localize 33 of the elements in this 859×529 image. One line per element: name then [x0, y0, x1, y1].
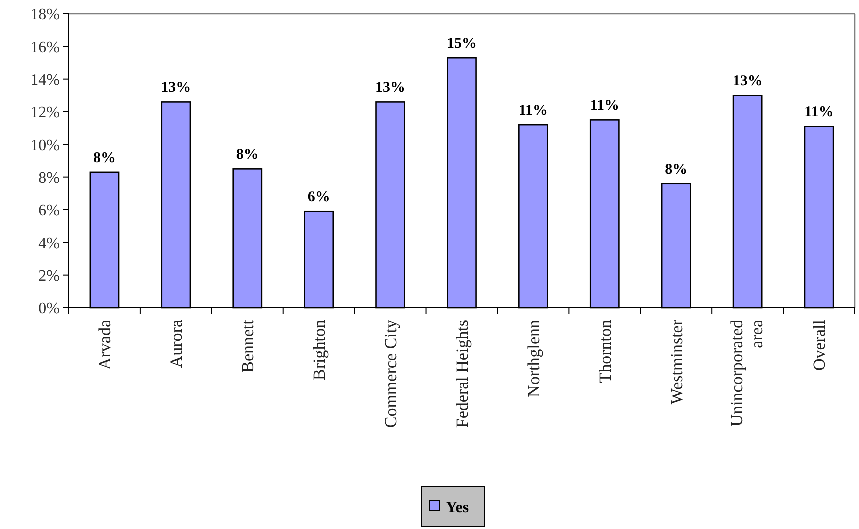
- y-tick-label: 0%: [38, 300, 60, 318]
- x-tick-label: Overall: [810, 320, 830, 371]
- y-tick-label: 16%: [30, 39, 60, 56]
- x-tick-label: Northglenn: [524, 320, 544, 398]
- y-tick-label: 10%: [30, 137, 60, 154]
- y-tick-label: 2%: [38, 268, 60, 285]
- data-label: 6%: [308, 190, 330, 206]
- x-tick-label: Thornton: [596, 320, 615, 384]
- y-tick-label: 6%: [38, 202, 60, 220]
- x-tick-label: Aurora: [167, 320, 186, 368]
- y-tick-label: 4%: [38, 235, 60, 252]
- x-tick-label: Bennett: [238, 320, 258, 373]
- x-tick-label: Federal Heights: [452, 320, 472, 428]
- data-label: 8%: [236, 147, 259, 164]
- data-label: 15%: [447, 36, 477, 52]
- y-tick-label: 18%: [30, 6, 60, 24]
- data-label: 11%: [804, 104, 834, 121]
- data-label: 8%: [665, 162, 688, 178]
- x-tick-label: Westminster: [667, 320, 686, 405]
- legend-label: Yes: [446, 500, 470, 517]
- x-tick-label: Brighton: [310, 320, 330, 380]
- data-label: 13%: [732, 74, 763, 90]
- data-label: 13%: [376, 80, 406, 96]
- data-label: 11%: [518, 103, 548, 120]
- x-tick-label: Unincorporated area: [728, 320, 766, 427]
- x-tick-label: Arvada: [96, 320, 115, 370]
- data-label: 8%: [93, 150, 116, 166]
- y-tick-label: 14%: [30, 72, 60, 89]
- y-tick-label: 8%: [38, 170, 60, 187]
- x-tick-label: Commerce City: [381, 320, 400, 428]
- data-label: 13%: [161, 80, 192, 96]
- y-tick-label: 12%: [30, 104, 60, 122]
- data-label: 11%: [590, 98, 620, 114]
